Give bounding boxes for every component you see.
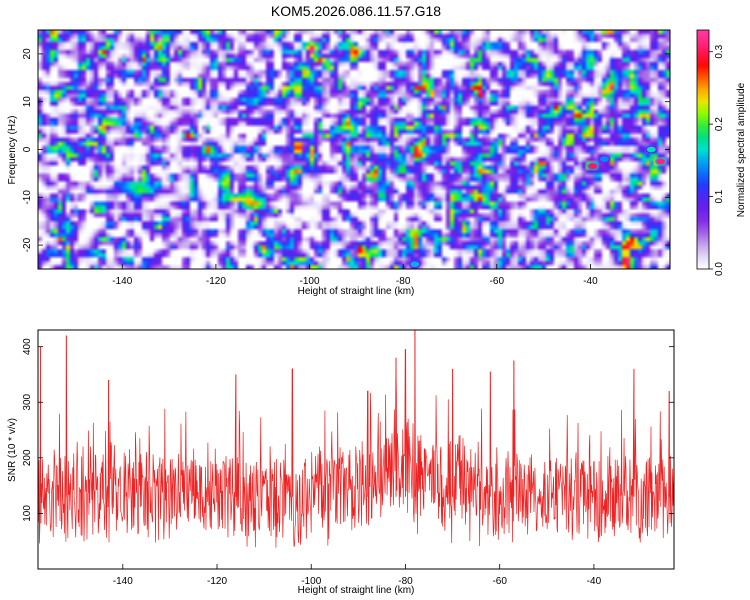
heatmap-y-tick-label: 20 <box>22 48 33 60</box>
colorbar: 0.0 0.1 0.2 0.3 Normalized spectral amplitu… <box>696 29 747 276</box>
snr-y-axis-label: SNR (10 * v/v) <box>7 418 18 482</box>
heatmap-y-ticks: -20 -10 0 10 20 <box>22 48 670 252</box>
snr-panel: -140 -120 -100 -80 -60 -40 100 200 300 400 Heigh… <box>7 329 675 596</box>
heatmap-x-ticks: -140 -120 -100 -80 -60 -40 <box>112 264 598 287</box>
colorbar-frame <box>696 29 710 270</box>
colorbar-tick-label: 0.0 <box>714 262 725 276</box>
heatmap-peak <box>655 157 667 166</box>
snr-x-tick-label: -120 <box>207 576 227 587</box>
colorbar-tick-label: 0.3 <box>714 44 725 58</box>
heatmap-x-tick-label: -60 <box>490 276 505 287</box>
snr-y-tick-label: 400 <box>22 338 33 355</box>
heatmap-peak <box>587 162 599 171</box>
colorbar-tick-label: 0.2 <box>714 117 725 131</box>
colorbar-label: Normalized spectral amplitude <box>736 82 747 217</box>
heatmap-y-axis-label: Frequency (Hz) <box>7 116 18 185</box>
spectral-heatmap <box>38 30 670 269</box>
heatmap-x-tick-label: -120 <box>206 276 226 287</box>
snr-x-tick-label: -40 <box>587 576 602 587</box>
snr-x-tick-label: -100 <box>301 576 321 587</box>
snr-y-tick-label: 100 <box>22 505 33 522</box>
heatmap-x-tick-label: -40 <box>583 276 598 287</box>
snr-x-axis-label: Height of straight line (km) <box>298 585 415 596</box>
snr-y-ticks: 100 200 300 400 <box>22 338 674 522</box>
snr-x-tick-label: -140 <box>113 576 133 587</box>
heatmap-x-axis-label: Height of straight line (km) <box>298 286 415 297</box>
heatmap-y-tick-label: -10 <box>22 190 33 205</box>
colorbar-tick-label: 0.1 <box>714 189 725 203</box>
snr-peaks <box>39 330 670 497</box>
heatmap-peaks <box>409 145 667 269</box>
heatmap-x-tick-label: -100 <box>300 276 320 287</box>
snr-x-tick-label: -80 <box>398 576 413 587</box>
snr-x-ticks: -140 -120 -100 -80 -60 -40 <box>113 564 602 587</box>
snr-y-tick-label: 300 <box>22 393 33 410</box>
heatmap-y-tick-label: 10 <box>22 96 33 108</box>
colorbar-ticks: 0.0 0.1 0.2 0.3 <box>709 44 725 276</box>
snr-series-line <box>38 330 674 548</box>
colorbar-gradient <box>697 30 709 269</box>
snr-frame <box>37 329 675 570</box>
heatmap-x-tick-label: -140 <box>112 276 132 287</box>
heatmap-x-tick-label: -80 <box>396 276 411 287</box>
heatmap-peak <box>598 154 611 164</box>
snr-x-tick-label: -60 <box>492 576 507 587</box>
heatmap-peak <box>409 260 421 269</box>
heatmap-y-tick-label: 0 <box>22 146 33 152</box>
heatmap-peak <box>645 145 657 154</box>
figure-title: KOM5.2026.086.11.57.G18 <box>271 3 441 19</box>
snr-y-tick-label: 200 <box>22 449 33 466</box>
heatmap-y-tick-label: -20 <box>22 237 33 252</box>
